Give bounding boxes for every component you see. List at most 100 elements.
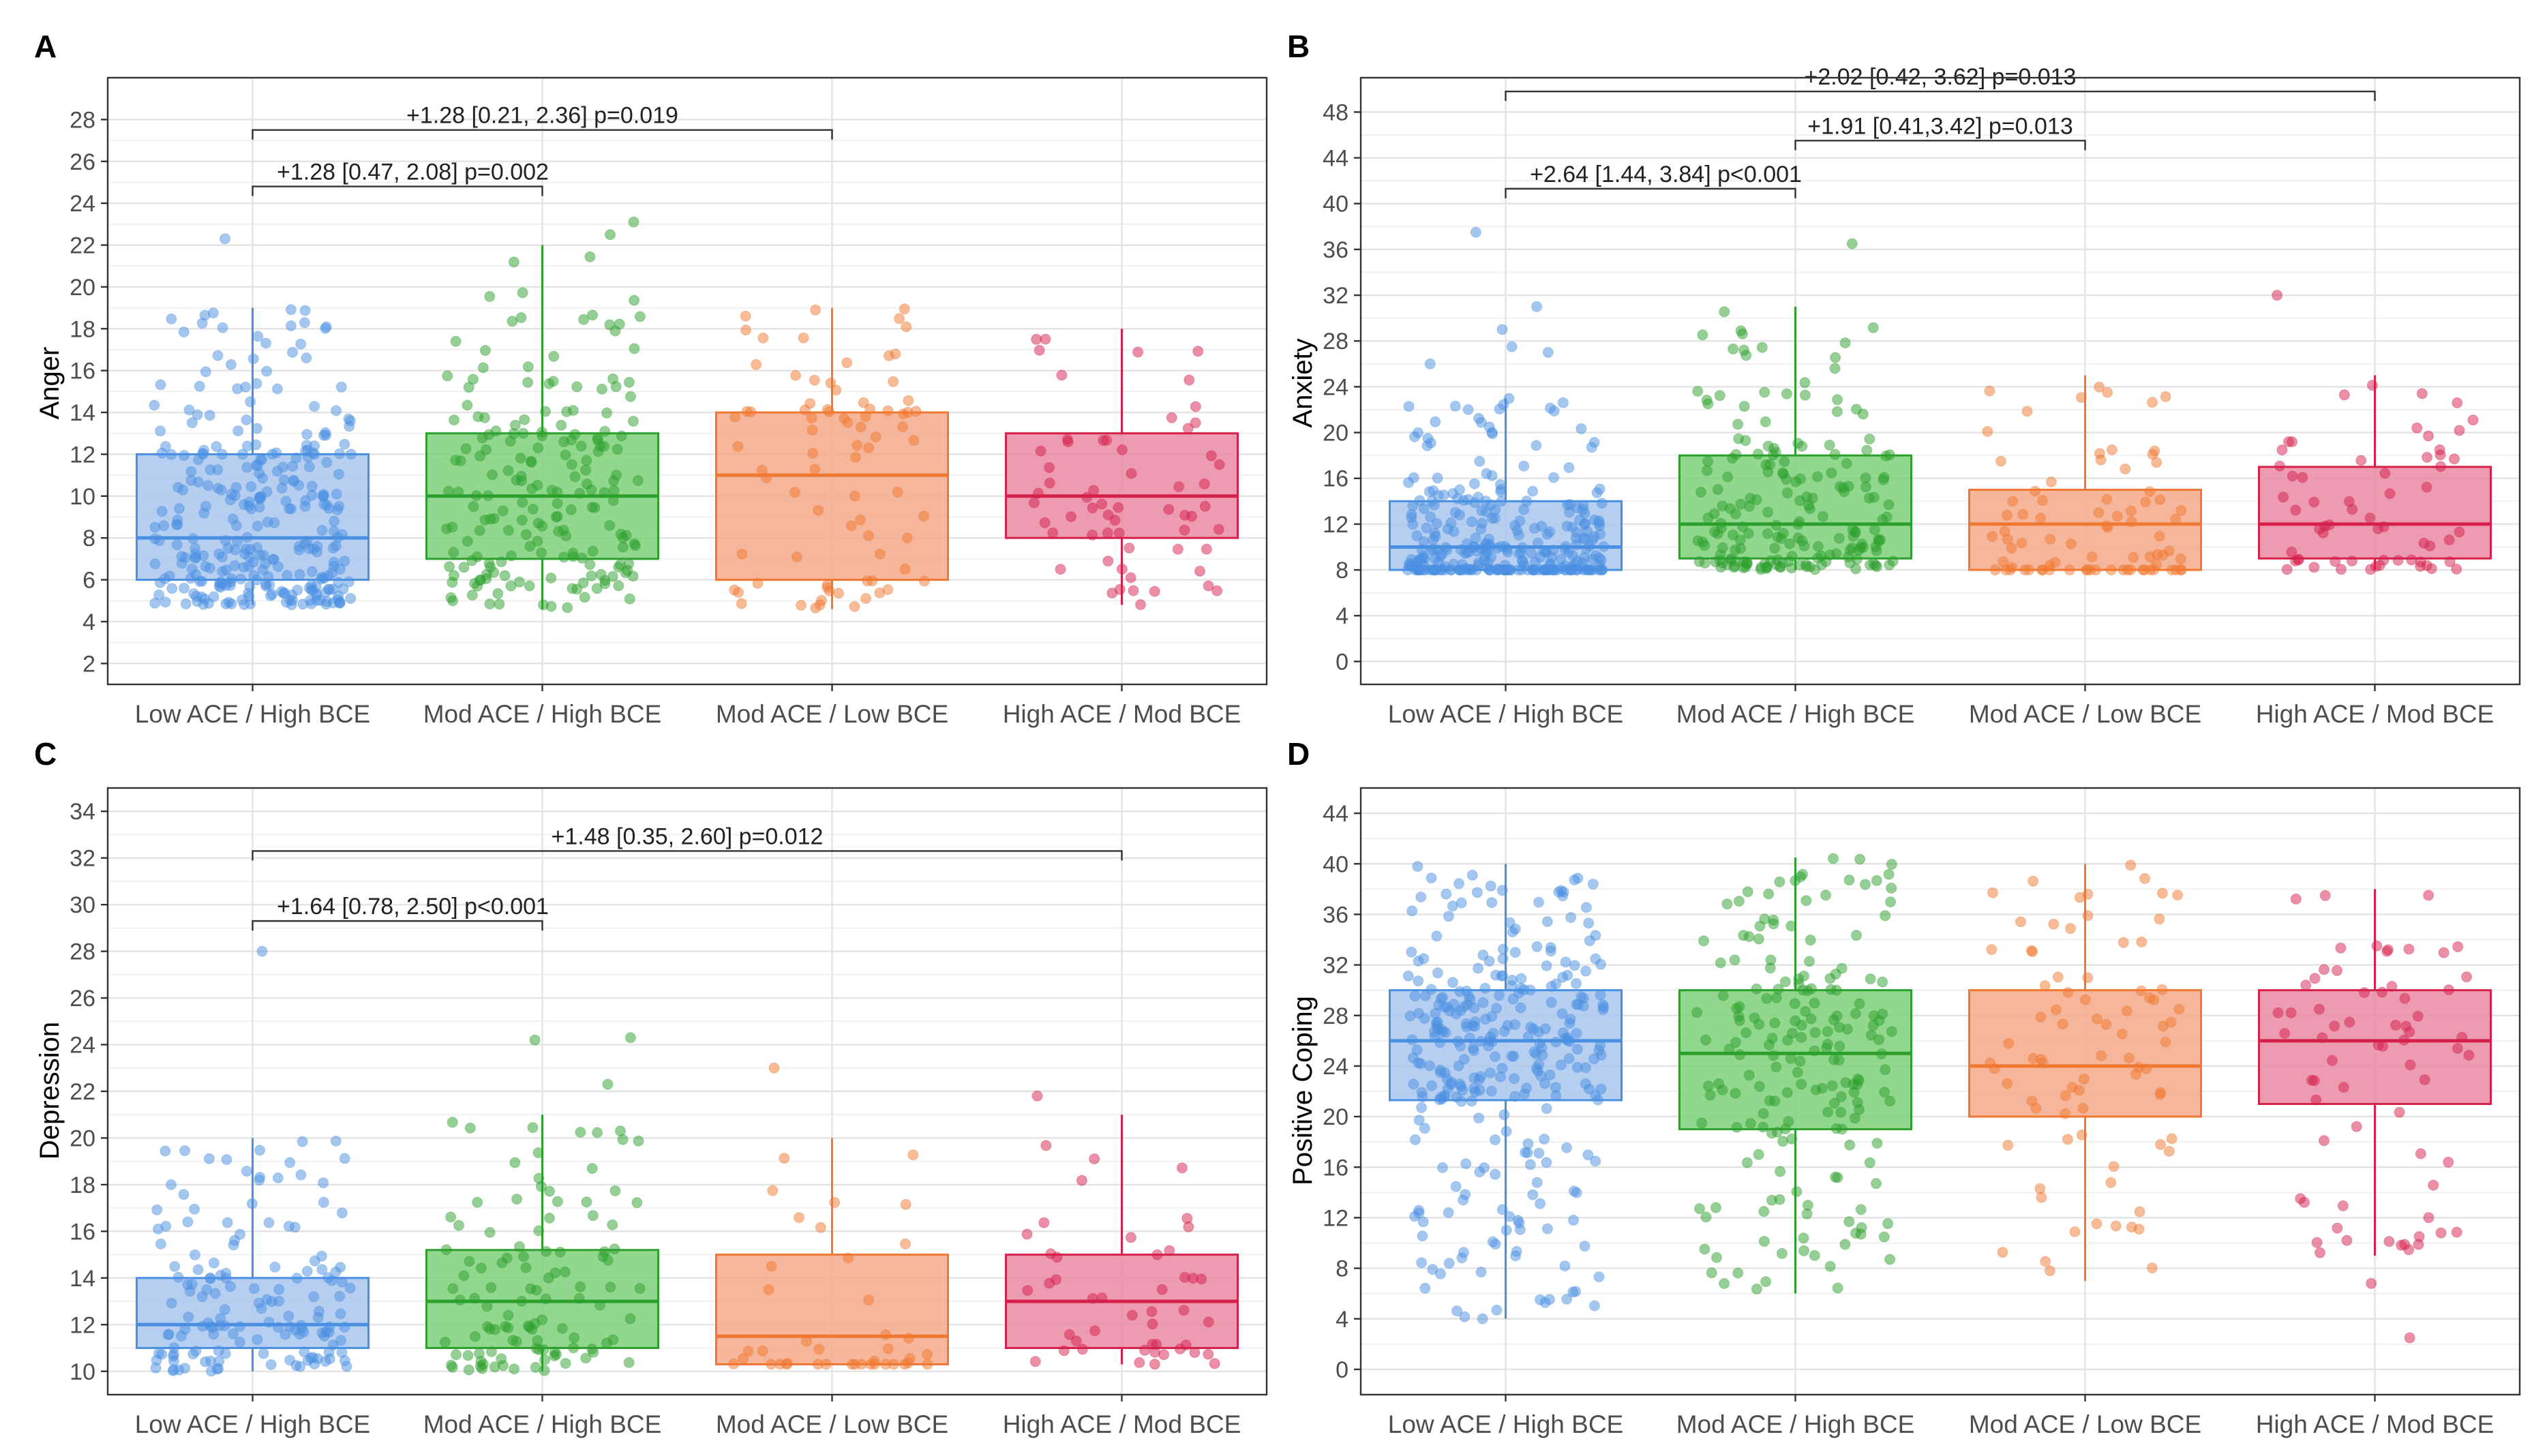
data-point: [573, 1292, 585, 1304]
data-point: [1132, 346, 1144, 358]
x-tick-label: High ACE / Mod BCE: [1003, 1410, 1241, 1438]
iqr-box: [715, 1254, 949, 1365]
data-point: [237, 594, 248, 606]
data-point: [1442, 524, 1453, 535]
data-point: [2130, 1068, 2142, 1080]
data-point: [2452, 397, 2463, 408]
data-point: [1580, 965, 1592, 977]
data-point: [1102, 527, 1113, 539]
data-point: [2062, 1134, 2073, 1145]
data-point: [1541, 1157, 1552, 1168]
data-point: [2147, 397, 2158, 408]
data-point: [1740, 350, 1752, 361]
data-point: [1504, 917, 1516, 928]
data-point: [216, 449, 228, 460]
y-tick-label: 26: [70, 149, 95, 175]
data-point: [1753, 1149, 1764, 1160]
data-point: [568, 1342, 579, 1354]
data-point: [1734, 1049, 1746, 1061]
data-point: [496, 556, 507, 568]
data-point: [1717, 558, 1728, 569]
data-point: [475, 1356, 487, 1367]
data-point: [2452, 941, 2464, 952]
data-point: [1451, 1008, 1462, 1020]
data-point: [855, 514, 866, 526]
data-point: [203, 1153, 215, 1164]
comparison-label: +1.91 [0.41,3.42] p=0.013: [1807, 113, 2073, 139]
y-tick-label: 14: [70, 400, 95, 426]
data-point: [280, 1329, 291, 1340]
data-point: [481, 444, 492, 455]
y-tick-label: 48: [1323, 100, 1348, 125]
data-point: [562, 602, 573, 613]
data-point: [1533, 1147, 1545, 1159]
data-point: [2330, 556, 2341, 567]
data-point: [2144, 992, 2156, 1003]
data-point: [176, 551, 187, 562]
y-tick-label: 14: [70, 1266, 95, 1292]
y-tick-label: 32: [1323, 953, 1348, 979]
data-point: [624, 1313, 636, 1324]
data-point: [2049, 557, 2061, 568]
data-point: [849, 451, 861, 463]
data-point: [1565, 1014, 1576, 1025]
data-point: [1700, 1034, 1711, 1046]
comparison-label: +1.28 [0.21, 2.36] p=0.019: [406, 103, 678, 129]
data-point: [882, 1343, 894, 1354]
data-point: [1479, 1162, 1490, 1174]
data-point: [2344, 1016, 2355, 1028]
data-point: [1415, 892, 1427, 903]
data-point: [1770, 1061, 1782, 1073]
data-point: [335, 1308, 346, 1320]
y-tick-label: 28: [1323, 1003, 1348, 1029]
data-point: [2452, 1043, 2463, 1054]
data-point: [1812, 541, 1824, 552]
data-point: [1044, 1277, 1055, 1289]
data-point: [149, 399, 160, 411]
data-point: [2028, 875, 2039, 887]
data-point: [2102, 521, 2113, 533]
data-point: [345, 592, 357, 604]
data-point: [214, 577, 226, 589]
data-point: [843, 1252, 854, 1264]
data-point: [322, 1272, 334, 1284]
data-point: [1506, 980, 1518, 992]
data-point: [209, 1288, 221, 1299]
data-point: [1796, 1031, 1807, 1043]
data-point: [833, 588, 844, 599]
data-point: [444, 561, 455, 573]
data-point: [1794, 1055, 1806, 1067]
data-point: [804, 398, 816, 409]
data-point: [1868, 1010, 1880, 1022]
data-point: [1701, 395, 1713, 406]
data-point: [2139, 873, 2150, 884]
data-point: [1430, 416, 1441, 427]
data-point: [175, 1331, 187, 1342]
data-point: [1473, 491, 1484, 503]
data-point: [2035, 1054, 2047, 1065]
data-point: [1843, 1216, 1855, 1228]
data-point: [481, 1301, 493, 1312]
data-point: [267, 588, 278, 600]
data-point: [2329, 1020, 2340, 1032]
data-point: [266, 1296, 277, 1307]
data-point: [538, 599, 549, 611]
data-point: [1513, 564, 1524, 576]
data-point: [241, 440, 253, 452]
points-3: [728, 1062, 933, 1370]
data-point: [1409, 1134, 1421, 1145]
data-point: [155, 1239, 166, 1249]
data-point: [1759, 386, 1770, 398]
bracket-line: [252, 850, 1123, 861]
data-point: [235, 1228, 245, 1240]
data-point: [1829, 449, 1841, 460]
data-point: [1598, 541, 1610, 552]
data-point: [922, 1359, 933, 1370]
data-point: [1758, 1121, 1769, 1133]
data-point: [1451, 1091, 1462, 1103]
data-point: [1871, 545, 1882, 556]
y-tick-label: 30: [70, 892, 95, 918]
data-point: [1205, 450, 1217, 461]
data-point: [578, 314, 590, 325]
